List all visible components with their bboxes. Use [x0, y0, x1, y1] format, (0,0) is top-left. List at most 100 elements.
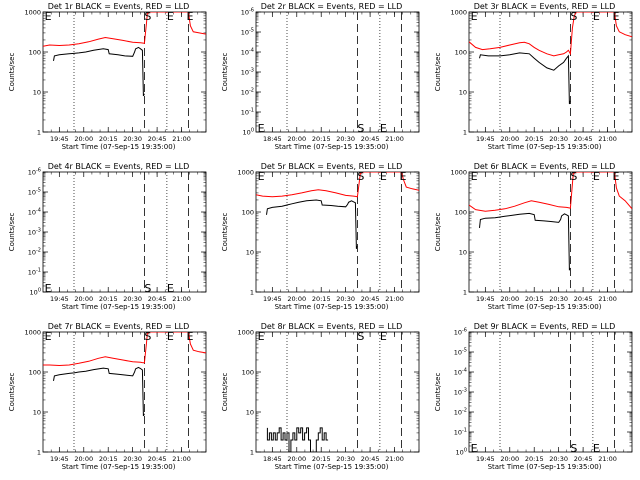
- x-tick-label: 20:00: [500, 295, 519, 303]
- x-tick-label: 20:15: [99, 455, 118, 463]
- chart-title: Det 4r BLACK = Events, RED = LLD: [48, 162, 190, 171]
- x-tick-label: 20:30: [549, 455, 568, 463]
- x-tick-label: 20:30: [123, 135, 142, 143]
- panel-det-9: Det 9r BLACK = Events, RED = LLD 100 10-1 1…: [426, 320, 639, 480]
- chart-det-8: Det 8r BLACK = Events, RED = LLD 1 10 100 10…: [221, 322, 420, 471]
- y-axis-label: Counts/sec: [434, 53, 442, 92]
- chart-title: Det 9r BLACK = Events, RED = LLD: [474, 322, 616, 331]
- y-tick-label: 10-5: [454, 348, 467, 357]
- y-tick-label: 10-2: [28, 248, 41, 257]
- y-tick-label: 10: [33, 89, 41, 97]
- y-tick-label: 10-4: [28, 208, 41, 217]
- plot-frame: [468, 171, 633, 293]
- chart-det-5: Det 5r BLACK = Events, RED = LLD 1 10 100 10…: [221, 162, 420, 311]
- plot-frame: [42, 11, 207, 133]
- panel-det-1: Det 1r BLACK = Events, RED = LLD 1 10 100 10…: [0, 0, 213, 160]
- marker-label-s: S: [570, 442, 577, 455]
- y-tick-label: 1: [37, 129, 41, 137]
- x-tick-label: 20:30: [123, 295, 142, 303]
- plot-frame: [468, 11, 633, 133]
- y-axis-label: Counts/sec: [434, 373, 442, 412]
- marker-label-s: S: [144, 282, 151, 295]
- y-tick-label: 10: [33, 409, 41, 417]
- x-tick-label: 20:30: [123, 455, 142, 463]
- chart-det-4: Det 4r BLACK = Events, RED = LLD 100 10-1 1…: [8, 162, 207, 311]
- y-tick-label: 10: [246, 249, 254, 257]
- x-tick-label: 21:00: [598, 135, 617, 143]
- x-tick-label: 20:45: [361, 135, 380, 143]
- x-axis-label: Start Time (07-Sep-15 19:35:00): [275, 463, 389, 471]
- x-tick-label: 19:45: [50, 455, 69, 463]
- marker-label-e: E: [258, 122, 265, 135]
- y-tick-label: 1: [37, 449, 41, 457]
- y-tick-label: 10-3: [241, 68, 254, 77]
- chart-title: Det 8r BLACK = Events, RED = LLD: [261, 322, 403, 331]
- plot-frame: [468, 331, 633, 453]
- chart-det-7: Det 7r BLACK = Events, RED = LLD 1 10 100 10…: [8, 322, 207, 471]
- marker-label-s: S: [144, 330, 151, 343]
- chart-title: Det 6r BLACK = Events, RED = LLD: [474, 162, 616, 171]
- x-tick-label: 19:45: [476, 295, 495, 303]
- marker-label-e: E: [186, 10, 193, 23]
- series-lld: [256, 172, 419, 198]
- series-events: [479, 212, 571, 271]
- x-tick-label: 20:45: [148, 455, 167, 463]
- x-tick-label: 19:45: [263, 295, 282, 303]
- x-axis-label: Start Time (07-Sep-15 19:35:00): [275, 143, 389, 151]
- y-tick-label: 1000: [450, 9, 467, 17]
- x-tick-label: 21:00: [598, 295, 617, 303]
- panel-det-4: Det 4r BLACK = Events, RED = LLD 100 10-1 1…: [0, 160, 213, 320]
- y-tick-label: 10-4: [241, 48, 254, 57]
- y-axis-label: Counts/sec: [221, 53, 229, 92]
- y-tick-label: 10-4: [454, 368, 467, 377]
- x-tick-label: 20:30: [336, 295, 355, 303]
- y-tick-label: 10: [246, 409, 254, 417]
- marker-label-e: E: [380, 170, 387, 183]
- plot-frame: [255, 11, 420, 133]
- x-tick-label: 21:00: [598, 455, 617, 463]
- marker-label-e: E: [593, 442, 600, 455]
- x-tick-label: 20:45: [361, 455, 380, 463]
- x-axis-label: Start Time (07-Sep-15 19:35:00): [62, 463, 176, 471]
- y-tick-label: 10-2: [241, 88, 254, 97]
- x-tick-label: 20:00: [500, 455, 519, 463]
- x-tick-label: 20:15: [525, 135, 544, 143]
- marker-label-e: E: [593, 170, 600, 183]
- x-tick-label: 21:00: [172, 295, 191, 303]
- x-tick-label: 20:30: [549, 135, 568, 143]
- x-tick-label: 20:15: [312, 295, 331, 303]
- marker-label-e: E: [380, 330, 387, 343]
- series-lld: [469, 172, 632, 212]
- x-tick-label: 18:45: [263, 455, 282, 463]
- panel-det-7: Det 7r BLACK = Events, RED = LLD 1 10 100 10…: [0, 320, 213, 480]
- series-events: [266, 199, 358, 249]
- y-tick-label: 1: [250, 449, 254, 457]
- marker-label-e: E: [471, 10, 478, 23]
- y-tick-label: 10-3: [454, 388, 467, 397]
- marker-label-s: S: [570, 10, 577, 23]
- chart-det-3: Det 3r BLACK = Events, RED = LLD 1 10 100 10…: [434, 2, 633, 151]
- y-tick-label: 10-2: [454, 408, 467, 417]
- x-tick-label: 20:00: [500, 135, 519, 143]
- y-tick-label: 10-1: [28, 268, 41, 277]
- y-tick-label: 100: [29, 49, 41, 57]
- series-events: [479, 52, 571, 105]
- x-tick-label: 20:00: [287, 135, 306, 143]
- marker-label-e: E: [186, 330, 193, 343]
- y-tick-label: 100: [455, 49, 467, 57]
- y-tick-label: 1000: [450, 169, 467, 177]
- x-tick-label: 21:00: [385, 295, 404, 303]
- series-events: [53, 46, 145, 97]
- chart-title: Det 2r BLACK = Events, RED = LLD: [261, 2, 403, 11]
- marker-label-e: E: [593, 10, 600, 23]
- marker-label-e: E: [45, 282, 52, 295]
- y-tick-label: 10-1: [241, 108, 254, 117]
- x-tick-label: 20:15: [99, 295, 118, 303]
- x-tick-label: 20:30: [336, 135, 355, 143]
- panel-det-3: Det 3r BLACK = Events, RED = LLD 1 10 100 10…: [426, 0, 639, 160]
- panel-det-5: Det 5r BLACK = Events, RED = LLD 1 10 100 10…: [213, 160, 426, 320]
- y-axis-label: Counts/sec: [8, 53, 16, 92]
- chart-det-1: Det 1r BLACK = Events, RED = LLD 1 10 100 10…: [8, 2, 207, 151]
- panel-det-8: Det 8r BLACK = Events, RED = LLD 1 10 100 10…: [213, 320, 426, 480]
